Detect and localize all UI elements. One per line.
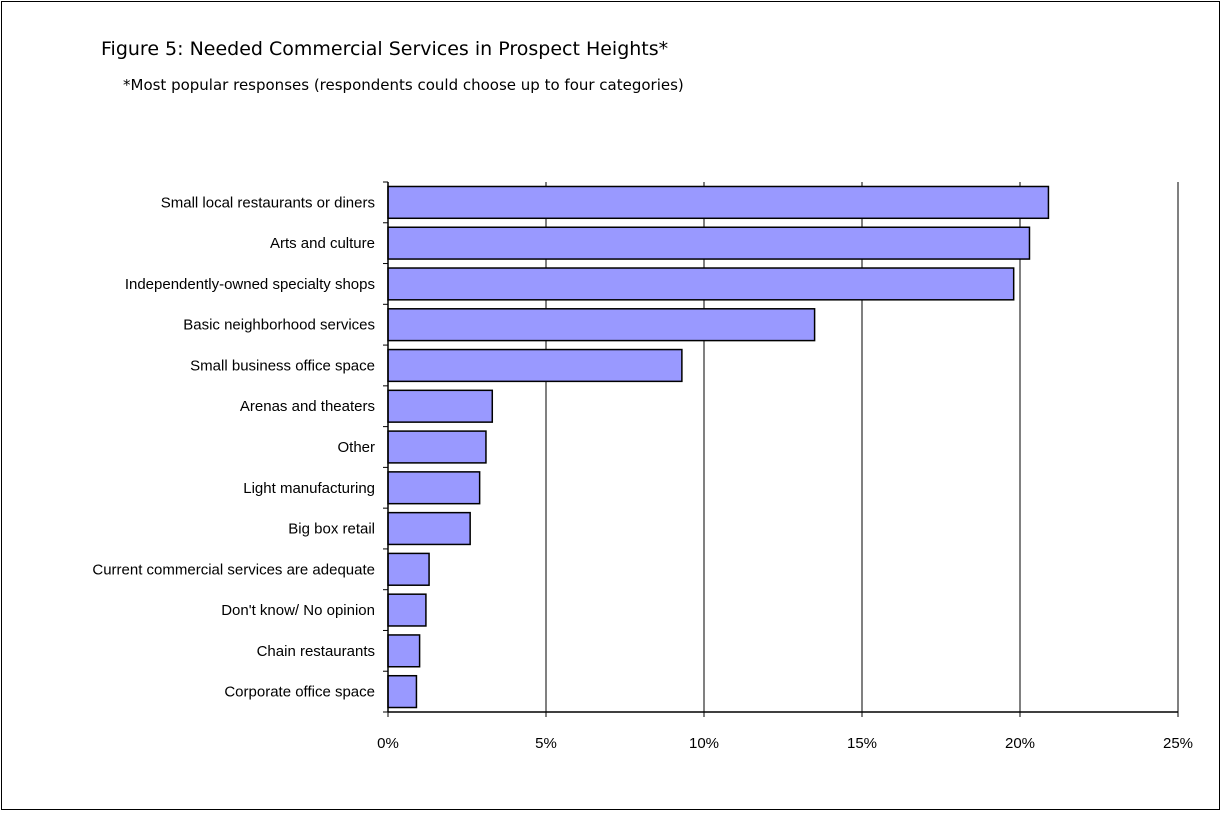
x-tick-label: 0% xyxy=(377,735,399,752)
bar xyxy=(387,674,418,709)
bar xyxy=(387,185,1050,220)
bar xyxy=(387,634,421,668)
bar xyxy=(387,308,816,342)
category-label: Big box retail xyxy=(288,521,375,538)
bar xyxy=(387,511,471,546)
x-tick-label: 10% xyxy=(689,735,719,752)
x-tick-label: 20% xyxy=(1005,735,1035,752)
x-tick-label: 5% xyxy=(535,735,557,752)
bar xyxy=(387,389,494,423)
category-label: Other xyxy=(337,439,375,456)
bar xyxy=(387,348,683,383)
chart-title: Figure 5: Needed Commercial Services in … xyxy=(101,38,669,60)
category-label: Basic neighborhood services xyxy=(183,317,375,334)
category-label: Small local restaurants or diners xyxy=(161,194,375,211)
category-label: Don't know/ No opinion xyxy=(221,602,375,619)
category-label: Arenas and theaters xyxy=(240,398,375,415)
x-tick-label: 15% xyxy=(847,735,877,752)
bar xyxy=(387,226,1031,260)
category-label: Corporate office space xyxy=(224,684,375,701)
bar xyxy=(387,552,430,586)
category-label: Independently-owned specialty shops xyxy=(125,276,375,293)
bar xyxy=(387,593,427,627)
category-label: Small business office space xyxy=(190,357,375,374)
bar xyxy=(387,471,481,505)
category-label: Light manufacturing xyxy=(243,480,375,497)
category-label: Chain restaurants xyxy=(257,643,375,660)
bar xyxy=(387,267,1015,301)
x-tick-label: 25% xyxy=(1163,735,1193,752)
category-label: Current commercial services are adequate xyxy=(92,561,375,578)
category-label: Arts and culture xyxy=(270,235,375,252)
bar xyxy=(387,430,487,464)
chart-subtitle: *Most popular responses (respondents cou… xyxy=(123,76,684,94)
